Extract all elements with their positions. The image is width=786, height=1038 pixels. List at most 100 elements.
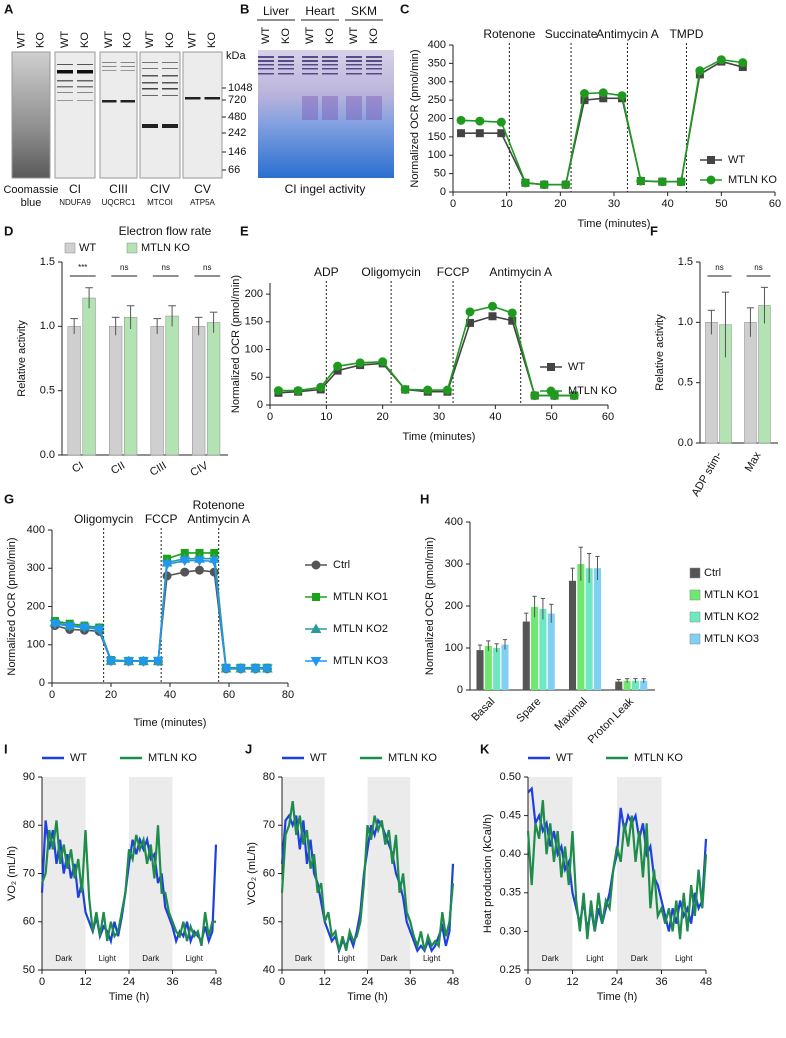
marker (636, 176, 646, 186)
band-label: Dark (295, 954, 313, 963)
series-line (40, 820, 216, 947)
significance-label: ns (715, 263, 723, 272)
x-tick-label: 10 (320, 411, 332, 423)
gel-band (278, 60, 294, 62)
legend-label: MTLN KO (388, 752, 437, 764)
y-tick-label: 50 (251, 371, 263, 383)
y-tick-label: 150 (428, 131, 446, 143)
bar (192, 326, 206, 456)
marker (250, 664, 261, 674)
bar (585, 568, 593, 690)
bar (476, 650, 484, 690)
x-tick-label: 36 (404, 976, 416, 988)
marker (657, 177, 667, 187)
legend-marker (547, 363, 555, 371)
marker (273, 386, 283, 396)
y-tick-label: 50 (263, 916, 275, 928)
x-tick-label: 48 (447, 976, 459, 988)
y-tick-label: 70 (263, 819, 275, 831)
gel-band (102, 66, 117, 67)
x-tick-label: 60 (602, 411, 614, 423)
y-tick-label: 200 (428, 112, 446, 124)
series-line (54, 552, 268, 669)
bar (640, 680, 648, 690)
gel-band (346, 56, 362, 58)
x-tick-label: 80 (282, 689, 294, 701)
legend-label: WT (556, 752, 573, 764)
unit-label: kDa (226, 50, 246, 62)
band-label: Light (423, 954, 441, 963)
y-tick-label: 0.45 (500, 810, 521, 822)
panel-label: E (240, 223, 249, 238)
marker (617, 91, 627, 101)
gel-band (346, 73, 362, 75)
gel-smear (366, 96, 382, 120)
marker (457, 129, 466, 138)
gel-band (57, 86, 73, 88)
gel-band (120, 62, 135, 63)
tissue-label: Heart (305, 4, 335, 18)
legend-marker (310, 623, 322, 633)
gel-band (366, 68, 382, 70)
significance-label: *** (78, 263, 87, 272)
x-tick-label: 60 (769, 198, 781, 210)
marker (496, 117, 506, 127)
marker (598, 88, 608, 98)
y-tick-label: 400 (27, 524, 45, 536)
x-tick-label: 48 (210, 976, 222, 988)
event-label: ADP (314, 265, 339, 279)
y-tick-label: 0.25 (500, 964, 521, 976)
x-tick-label: 0 (450, 198, 456, 210)
x-tick-label: Spare (514, 696, 543, 725)
x-tick-label: ADP stim- (690, 450, 725, 499)
gel-band (302, 68, 318, 70)
bar (705, 322, 718, 444)
marker (569, 391, 579, 401)
x-axis-label: Time (minutes) (134, 717, 207, 729)
bar (631, 680, 639, 690)
band-label: Dark (142, 954, 160, 963)
event-label: Antimycin A (187, 512, 250, 526)
gel-band (185, 97, 201, 100)
legend-label: WT (310, 752, 327, 764)
legend-label: MTLN KO (634, 752, 683, 764)
gel-band (57, 70, 73, 74)
y-tick-label: 0.40 (500, 848, 521, 860)
gel-band (142, 68, 158, 69)
panel-label: H (420, 491, 429, 506)
legend-swatch (689, 633, 701, 645)
marker (138, 657, 149, 667)
y-tick-label: 100 (445, 642, 463, 654)
panel-label: G (4, 491, 14, 506)
marker (695, 66, 705, 76)
marker (79, 623, 90, 634)
event-label: Succinate (545, 27, 598, 41)
lane-label: WT (348, 27, 360, 44)
gel-band (278, 73, 294, 75)
marker (579, 89, 589, 99)
marker-label: 1048 (228, 82, 252, 94)
x-tick-label: Proton Leak (586, 695, 637, 746)
x-tick-label: 36 (166, 976, 178, 988)
bar (484, 645, 492, 690)
marker-label: 720 (228, 94, 246, 106)
legend-label: WT (728, 154, 745, 166)
marker (194, 556, 205, 567)
gel-band (258, 68, 274, 70)
y-tick-label: 80 (263, 771, 275, 783)
gel-band (346, 60, 362, 62)
band-label: Light (675, 954, 693, 963)
band-label: Light (186, 954, 204, 963)
legend-swatch (689, 611, 701, 623)
legend-marker (311, 560, 321, 570)
x-tick-label: 0 (279, 976, 285, 988)
gel-band (302, 64, 318, 66)
gel-band (302, 56, 318, 58)
panel-label: J (245, 741, 252, 756)
y-tick-label: 0.5 (40, 385, 55, 397)
gel-smear (346, 96, 362, 120)
y-tick-label: 0 (39, 677, 45, 689)
y-tick-label: 60 (263, 867, 275, 879)
